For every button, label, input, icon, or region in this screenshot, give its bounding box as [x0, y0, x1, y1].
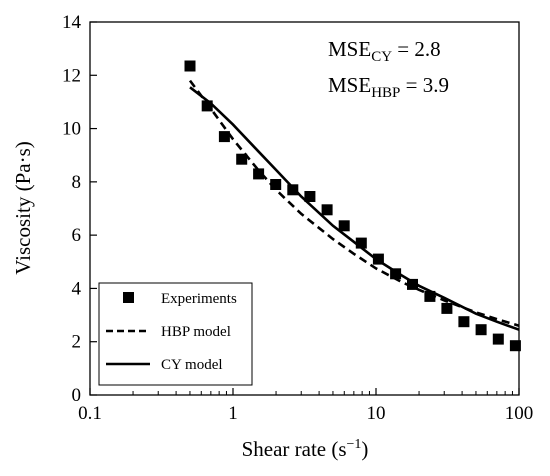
legend-swatch-experiments [123, 292, 134, 303]
x-axis: 0.1 1 10 100 [78, 388, 533, 424]
experiment-point [509, 340, 521, 352]
x-tick-label: 1 [228, 403, 238, 424]
experiment-point [201, 100, 213, 112]
y-tick-label: 2 [72, 332, 82, 353]
experiment-point [184, 60, 196, 72]
experiment-point [270, 179, 282, 190]
experiment-point [253, 168, 265, 180]
legend-label-cy: CY model [161, 357, 223, 373]
y-tick-label: 12 [62, 65, 81, 86]
experiment-point [236, 153, 248, 165]
y-tick-label: 8 [72, 172, 82, 193]
y-tick-label: 6 [72, 225, 82, 246]
experiment-point [304, 191, 316, 202]
x-tick-label: 0.1 [78, 403, 102, 424]
legend: Experiments HBP model CY model [98, 282, 253, 386]
y-axis: 0 2 4 6 8 10 12 14 [62, 12, 97, 406]
plot-frame [89, 21, 520, 396]
y-tick-label: 0 [72, 385, 82, 406]
mse-cy-annotation: MSECY = 2.8 [328, 37, 441, 65]
y-tick-label: 14 [62, 12, 82, 33]
experiment-point [287, 184, 299, 196]
legend-label-experiments: Experiments [161, 291, 237, 307]
cy-model-line [189, 86, 520, 331]
y-axis-title: Viscosity (Pa·s) [11, 141, 35, 274]
legend-label-hbp: HBP model [161, 324, 231, 340]
experiment-point [321, 204, 333, 216]
experiment-point [458, 316, 470, 328]
experiment-point [407, 278, 418, 290]
x-tick-label: 100 [505, 403, 534, 424]
mse-hbp-annotation: MSEHBP = 3.9 [328, 73, 449, 101]
marker-layer [184, 60, 521, 352]
experiment-point [475, 324, 487, 336]
experiment-point [355, 237, 367, 249]
y-tick-label: 4 [72, 278, 82, 299]
experiment-point [441, 302, 453, 314]
series-layer [188, 79, 520, 331]
experiment-point [218, 131, 230, 143]
experiment-point [390, 268, 402, 280]
x-axis-title: Shear rate (s−1) [242, 437, 369, 461]
x-tick-label: 10 [367, 403, 386, 424]
experiment-point [338, 220, 350, 232]
experiment-point [372, 253, 384, 265]
experiment-point [424, 290, 436, 302]
experiment-point [492, 333, 504, 345]
y-tick-label: 10 [62, 119, 81, 140]
